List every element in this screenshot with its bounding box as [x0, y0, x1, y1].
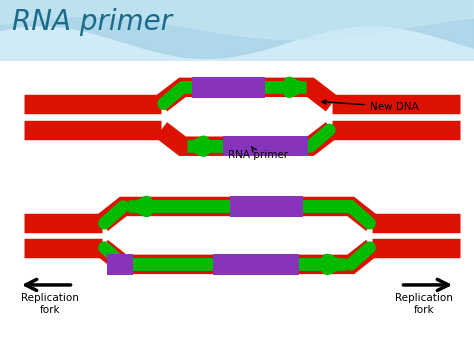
- Bar: [192, 77, 265, 98]
- Bar: [223, 136, 308, 157]
- Bar: [213, 254, 299, 275]
- Text: Replication
fork: Replication fork: [21, 293, 79, 315]
- Text: RNA primer: RNA primer: [12, 9, 172, 36]
- Text: RNA primer: RNA primer: [228, 147, 288, 160]
- Bar: [107, 254, 133, 275]
- Bar: [230, 196, 303, 217]
- Text: Replication
fork: Replication fork: [395, 293, 453, 315]
- Bar: [0, 0, 474, 61]
- Text: New DNA: New DNA: [322, 100, 419, 112]
